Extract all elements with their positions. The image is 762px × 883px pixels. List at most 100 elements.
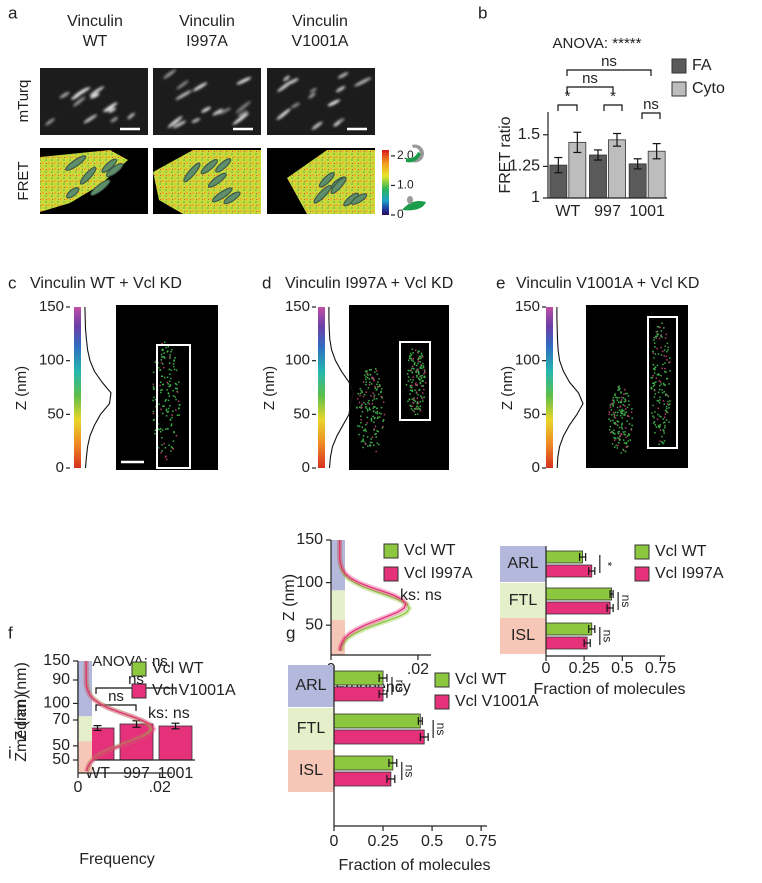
x-tick-label: 997 [123,765,150,782]
localization [408,398,411,401]
roi [156,344,191,469]
localization [361,403,363,405]
localization [367,387,370,389]
localization [618,385,620,388]
localization [375,397,378,400]
localization [658,374,660,376]
adhesion-outline [211,187,233,203]
significance-label: ns [582,70,598,87]
y-axis-label: Zmedian (nm) [13,662,30,762]
localization [379,391,382,394]
localization [168,444,170,446]
bar [545,587,613,601]
localization [615,396,617,399]
localization [663,432,665,434]
localization [370,417,373,420]
y-tick-label: 100 [515,352,540,369]
localization [612,405,614,407]
localization [656,330,659,333]
localization [418,350,420,353]
column-title: Vinculin [292,13,348,30]
significance-label: * [601,562,615,567]
legend-swatch [634,566,650,582]
x-tick-label: 0.5 [421,833,443,850]
localization [173,368,176,371]
localization [174,357,176,359]
localization [619,434,621,437]
localization [610,408,613,411]
y-tick-label: 50 [47,405,64,422]
localization [409,355,411,358]
localization [161,356,163,358]
significance-bracket [95,704,137,711]
bar [333,729,425,745]
localization [366,416,369,419]
colorbar-label: 1.0 [397,178,414,192]
localization [658,401,661,404]
profile-line [85,661,155,772]
localization [659,423,661,426]
localization [369,381,371,384]
adhesion [110,116,118,123]
y-tick-label: 90 [52,671,70,688]
localization [611,399,614,402]
localization [624,398,626,401]
localization [382,420,384,423]
localization [372,415,374,418]
y-tick-label: 1 [531,189,540,206]
x-tick-label: 0.5 [611,660,633,677]
adhesion-outline [200,158,218,175]
localization [415,382,417,385]
localization [361,391,364,394]
localization [412,360,415,363]
localization [663,440,666,442]
localization [662,418,665,420]
localization [422,380,424,382]
localization [621,428,624,430]
localization [667,346,670,349]
error-bar [594,149,602,161]
significance-label: ns [619,595,633,608]
localization [419,357,421,360]
localization [365,370,368,373]
localization [654,411,656,413]
localization [625,442,628,444]
y-tick-label: 100 [285,352,310,369]
localization [613,432,616,435]
panel-title: Vinculin V1001A + Vcl KD [516,275,699,292]
localization [621,408,623,411]
localization [661,322,663,325]
x-tick-label: 1001 [158,765,194,782]
localization [419,366,422,368]
y-tick-label: 150 [515,298,540,315]
localization [623,414,625,416]
localization [376,430,378,432]
localization [411,371,414,373]
localization [373,421,375,424]
adhesion-outline [330,176,347,195]
localization [161,383,164,386]
localization [663,349,666,351]
localization [609,406,612,409]
localization [356,406,358,409]
y-axis-label: Z (nm) [499,366,516,410]
legend-swatch [671,81,687,97]
panel-letter: e [496,273,505,292]
localization [669,400,671,402]
localization [167,383,170,385]
localization [379,385,381,387]
localization [666,411,669,414]
localization [623,442,626,444]
localization [664,370,666,373]
localization [373,428,376,430]
localization [664,367,666,370]
x-axis-label: Fraction of molecules [533,681,685,698]
localization [665,393,667,395]
localization [411,398,413,400]
adhesion-outline [215,158,232,173]
localization [665,411,668,413]
localization [152,371,155,374]
localization [367,374,369,376]
localization [162,349,164,351]
localization [370,418,373,421]
